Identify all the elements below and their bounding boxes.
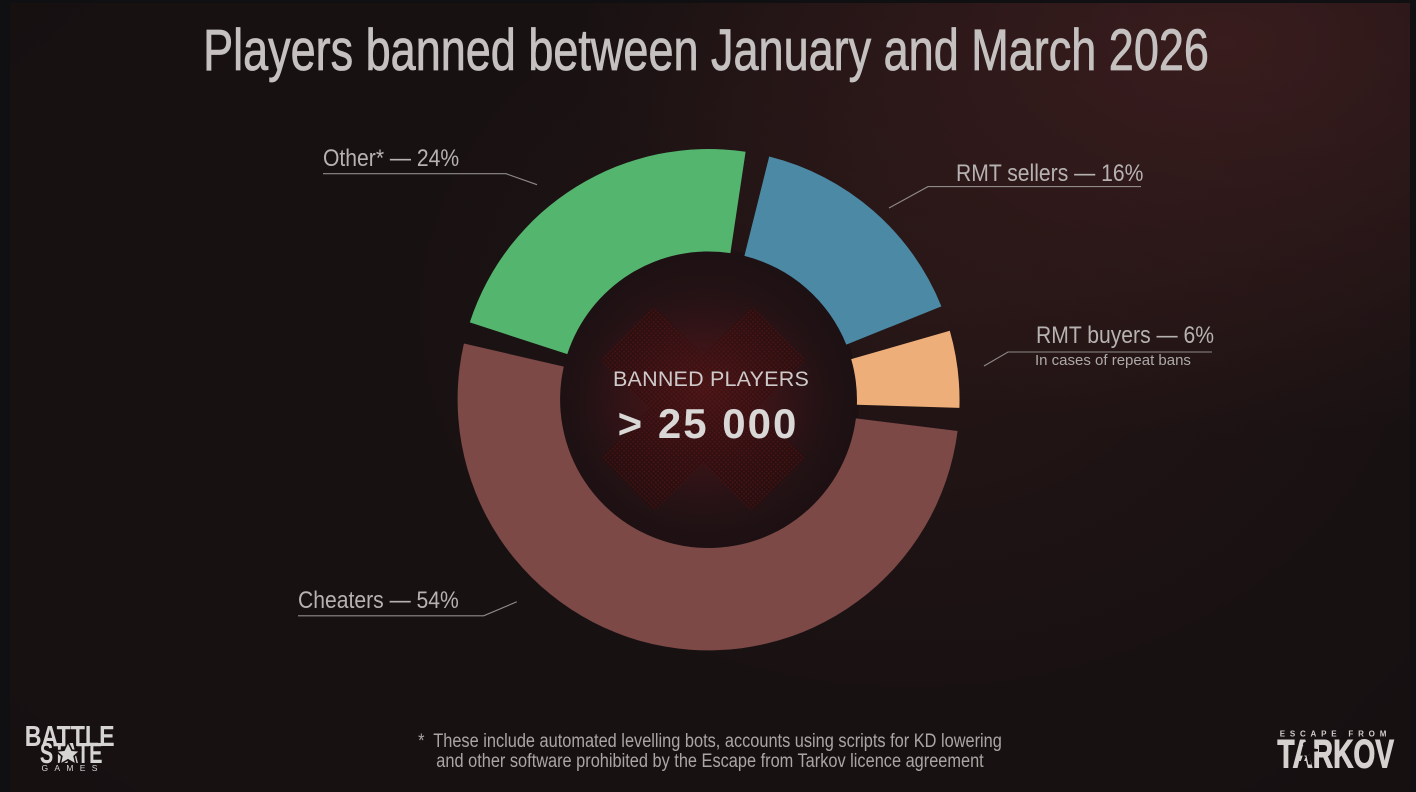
svg-text:GAMES: GAMES xyxy=(42,763,104,773)
svg-text:TARKOV: TARKOV xyxy=(1277,733,1394,771)
svg-text:BANNED PLAYERS: BANNED PLAYERS xyxy=(613,367,809,391)
svg-text:ESCAPE FROM: ESCAPE FROM xyxy=(1280,730,1391,739)
svg-text:> 25 000: > 25 000 xyxy=(618,400,799,447)
